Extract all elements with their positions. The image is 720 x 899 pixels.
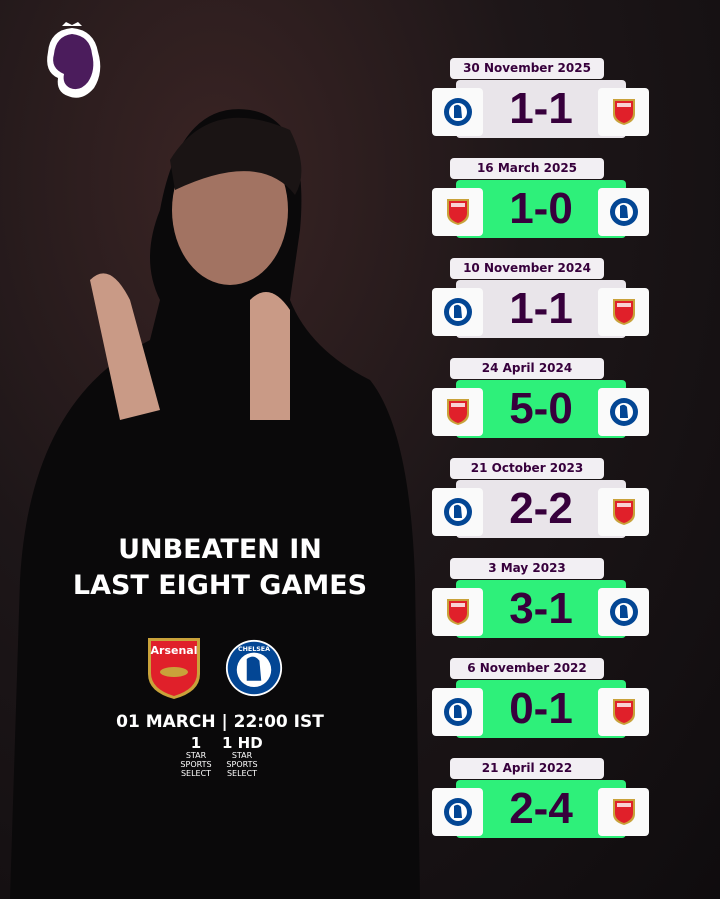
match-score: 1-1 <box>456 80 626 138</box>
match-date: 10 November 2024 <box>450 258 604 279</box>
chelsea-badge-icon <box>432 488 483 536</box>
result-row: 3 May 2023 3-1 <box>432 558 650 640</box>
match-date: 24 April 2024 <box>450 358 604 379</box>
arsenal-badge-icon <box>432 588 483 636</box>
result-row: 30 November 2025 1-1 <box>432 58 650 140</box>
chelsea-badge-icon <box>598 388 649 436</box>
channel-name: STAR SPORTS SELECT <box>180 751 212 778</box>
chelsea-badge-icon <box>598 188 649 236</box>
match-date: 30 November 2025 <box>450 58 604 79</box>
broadcaster-star-sports-select-1: 1 STAR SPORTS SELECT <box>176 735 216 778</box>
match-date: 21 April 2022 <box>450 758 604 779</box>
match-score: 3-1 <box>456 580 626 638</box>
arsenal-badge-icon <box>432 388 483 436</box>
match-score: 1-0 <box>456 180 626 238</box>
arsenal-badge-icon <box>598 88 649 136</box>
chelsea-badge-icon <box>432 788 483 836</box>
result-row: 10 November 2024 1-1 <box>432 258 650 340</box>
arsenal-badge-icon <box>598 488 649 536</box>
result-row: 21 October 2023 2-2 <box>432 458 650 540</box>
arsenal-badge-icon <box>432 188 483 236</box>
match-score: 2-2 <box>456 480 626 538</box>
arsenal-badge-icon <box>598 788 649 836</box>
chelsea-crest: Chelsea <box>225 639 283 697</box>
chelsea-badge-icon <box>432 88 483 136</box>
headline: UNBEATEN IN LAST EIGHT GAMES <box>40 532 400 604</box>
result-row: 16 March 2025 1-0 <box>432 158 650 240</box>
result-row: 24 April 2024 5-0 <box>432 358 650 440</box>
match-date: 6 November 2022 <box>450 658 604 679</box>
result-row: 21 April 2022 2-4 <box>432 758 650 840</box>
arsenal-badge-icon <box>598 288 649 336</box>
headline-line-2: LAST EIGHT GAMES <box>72 570 368 601</box>
chelsea-badge-icon <box>598 588 649 636</box>
headline-line-1: UNBEATEN IN <box>118 534 322 565</box>
chelsea-crest-text: Chelsea <box>238 646 270 653</box>
arsenal-badge-icon <box>598 688 649 736</box>
match-date: 3 May 2023 <box>450 558 604 579</box>
match-score: 0-1 <box>456 680 626 738</box>
chelsea-badge-icon <box>432 688 483 736</box>
premier-league-lion-logo <box>47 22 101 98</box>
match-score: 1-1 <box>456 280 626 338</box>
match-date: 16 March 2025 <box>450 158 604 179</box>
arsenal-crest-text: Arsenal <box>151 644 198 657</box>
match-score: 5-0 <box>456 380 626 438</box>
result-row: 6 November 2022 0-1 <box>432 658 650 740</box>
arsenal-crest: Arsenal <box>148 638 200 699</box>
broadcaster-star-sports-select-1-hd: 1 HD STAR SPORTS SELECT <box>222 734 263 778</box>
channel-number: 1 <box>190 734 202 752</box>
match-score: 2-4 <box>456 780 626 838</box>
channel-number: 1 HD <box>222 734 263 752</box>
kickoff-time: 01 MARCH | 22:00 IST <box>116 712 324 732</box>
channel-name: STAR SPORTS SELECT <box>226 751 258 778</box>
manager-photo <box>10 109 420 899</box>
match-date: 21 October 2023 <box>450 458 604 479</box>
chelsea-badge-icon <box>432 288 483 336</box>
